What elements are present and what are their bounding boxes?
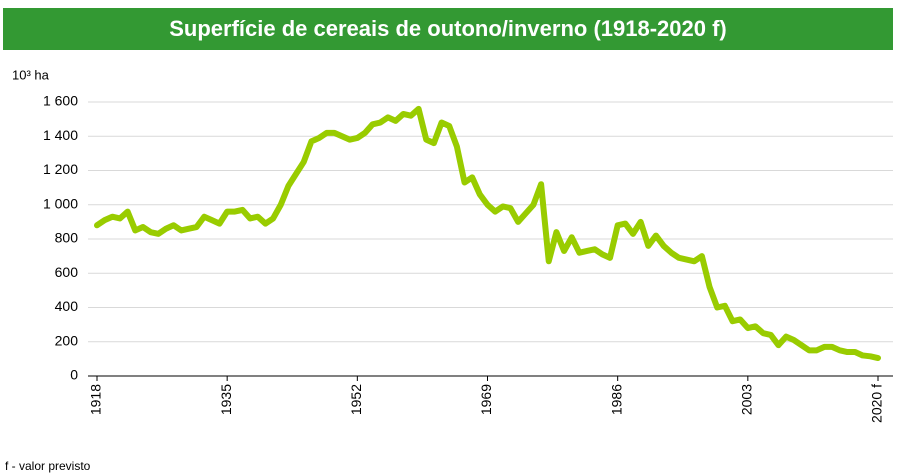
y-tick-label: 1 200 bbox=[43, 161, 78, 177]
x-tick-label: 1918 bbox=[88, 384, 104, 415]
x-tick-label: 1952 bbox=[348, 384, 364, 415]
x-tick-label: 2020 f bbox=[869, 384, 885, 423]
title-banner bbox=[3, 8, 893, 50]
y-tick-label: 0 bbox=[70, 367, 78, 383]
y-tick-label: 200 bbox=[55, 332, 79, 348]
chart-title: Superfície de cereais de outono/inverno … bbox=[169, 16, 727, 41]
y-axis-label: 10³ ha bbox=[12, 67, 50, 82]
y-tick-label: 800 bbox=[55, 230, 79, 246]
y-tick-label: 400 bbox=[55, 298, 79, 314]
y-tick-label: 1 400 bbox=[43, 127, 78, 143]
data-line bbox=[94, 105, 881, 362]
y-tick-label: 600 bbox=[55, 264, 79, 280]
x-tick-label: 1935 bbox=[218, 384, 234, 415]
footnote: f - valor previsto bbox=[5, 459, 91, 473]
y-tick-label: 1 000 bbox=[43, 195, 78, 211]
y-tick-label: 1 600 bbox=[43, 93, 78, 109]
x-tick-label: 1986 bbox=[608, 384, 624, 415]
x-tick-label: 1969 bbox=[478, 384, 494, 415]
x-tick-label: 2003 bbox=[739, 384, 755, 415]
